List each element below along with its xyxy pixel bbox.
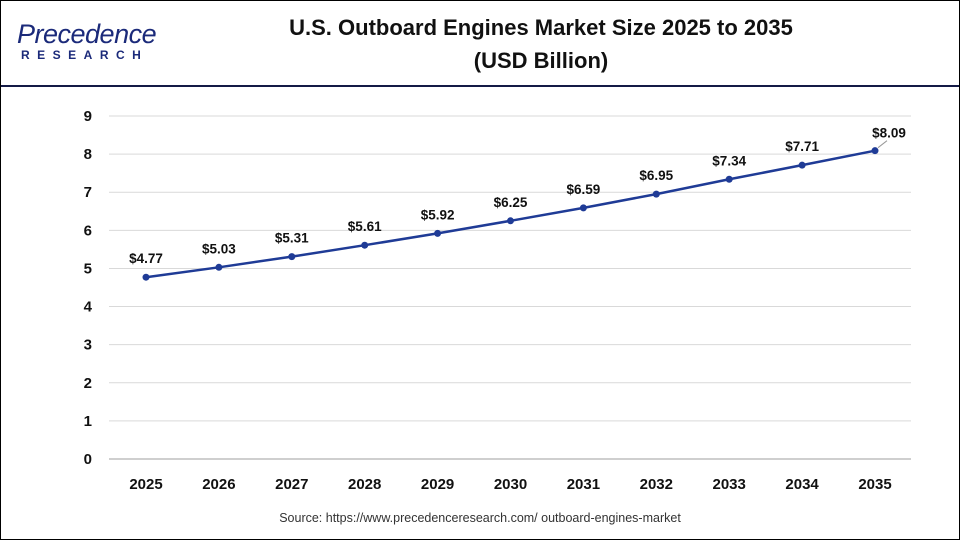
x-tick-label: 2027 — [275, 476, 308, 493]
data-label: $6.25 — [494, 195, 528, 210]
x-tick-label: 2033 — [713, 476, 746, 493]
data-label: $5.03 — [202, 241, 236, 256]
data-point — [871, 147, 879, 155]
data-point — [798, 161, 806, 169]
y-tick-label: 9 — [84, 108, 92, 125]
x-tick-label: 2025 — [129, 476, 162, 493]
x-tick-label: 2028 — [348, 476, 381, 493]
y-tick-label: 8 — [84, 146, 92, 163]
data-point — [434, 229, 442, 237]
logo-text-line1: Precedence — [17, 19, 157, 49]
data-point — [725, 175, 733, 183]
title-line1: U.S. Outboard Engines Market Size 2025 t… — [289, 15, 793, 40]
data-label: $5.31 — [275, 231, 309, 246]
header: Precedence RESEARCH U.S. Outboard Engine… — [1, 1, 959, 87]
data-label: $8.09 — [872, 126, 906, 141]
x-tick-label: 2026 — [202, 476, 235, 493]
x-tick-label: 2031 — [567, 476, 600, 493]
y-tick-label: 5 — [84, 260, 92, 277]
y-tick-label: 4 — [84, 299, 93, 316]
data-label: $5.61 — [348, 219, 382, 234]
data-point — [507, 217, 514, 225]
y-tick-label: 6 — [84, 222, 92, 239]
x-tick-label: 2032 — [640, 476, 673, 493]
data-point — [215, 263, 223, 271]
data-label: $6.95 — [639, 168, 673, 183]
data-label: $6.59 — [567, 182, 601, 197]
data-point — [361, 241, 369, 249]
y-tick-label: 3 — [84, 337, 92, 354]
x-tick-label: 2035 — [858, 476, 891, 493]
logo-text-line2: RESEARCH — [21, 48, 149, 62]
series-line — [145, 149, 876, 279]
data-point — [142, 273, 150, 281]
chart-title: U.S. Outboard Engines Market Size 2025 t… — [261, 11, 821, 77]
x-tick-label: 2030 — [494, 476, 527, 493]
y-tick-label: 0 — [84, 451, 92, 468]
data-point — [579, 204, 587, 212]
y-tick-label: 7 — [84, 184, 92, 201]
title-line2: (USD Billion) — [473, 48, 609, 73]
source-note: Source: https://www.precedenceresearch.c… — [279, 511, 681, 525]
data-label: $7.34 — [712, 153, 746, 168]
x-tick-label: 2034 — [785, 476, 819, 493]
x-tick-label: 2029 — [421, 476, 454, 493]
data-label: $4.77 — [129, 251, 163, 266]
data-label-leader — [877, 140, 888, 149]
y-tick-label: 2 — [84, 375, 92, 392]
data-label: $7.71 — [785, 139, 819, 154]
y-tick-label: 1 — [84, 413, 92, 430]
data-point — [288, 253, 296, 261]
precedence-research-logo: Precedence RESEARCH — [17, 19, 167, 67]
data-point — [652, 190, 660, 198]
data-label: $5.92 — [421, 207, 455, 222]
